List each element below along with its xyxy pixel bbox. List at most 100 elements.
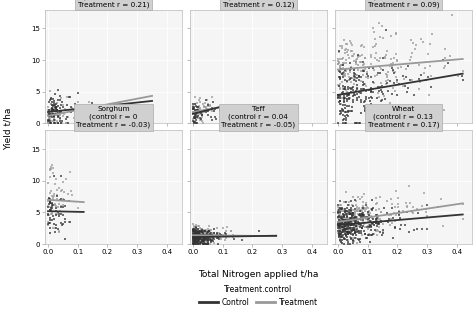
Point [373,227,381,232]
Point [370,65,377,70]
Point [370,29,378,35]
Point [54,113,62,118]
Point [342,189,349,194]
Point [363,203,370,208]
Point [192,225,200,230]
Point [203,231,211,236]
Point [205,224,212,229]
Point [376,216,384,221]
Point [195,235,202,240]
Point [369,216,377,221]
Point [343,67,350,72]
Point [47,208,55,213]
Point [344,96,351,101]
Point [193,108,201,113]
Point [347,209,355,214]
Point [196,240,204,245]
Point [189,238,197,243]
Point [196,239,203,244]
Point [227,229,235,234]
Point [353,223,360,228]
Point [378,81,385,86]
Point [351,229,358,234]
Point [335,211,342,216]
Point [191,241,198,246]
Point [195,230,202,235]
Point [195,227,202,232]
Point [44,121,52,126]
Point [350,218,358,223]
Point [191,235,198,240]
Point [349,210,356,215]
Point [54,87,62,92]
Point [365,88,373,93]
Point [194,234,202,239]
Point [402,74,410,79]
Point [191,234,198,239]
Point [376,55,383,61]
Point [334,220,342,225]
Point [353,206,361,211]
Point [192,223,200,228]
Point [193,233,201,238]
Point [194,234,202,239]
Point [392,226,399,231]
Point [202,236,210,241]
Point [347,87,355,92]
Point [204,229,212,234]
Point [350,211,357,217]
Point [342,200,349,205]
Point [191,234,198,239]
Point [63,94,71,100]
Point [360,212,367,217]
Point [207,104,214,109]
Point [191,233,199,238]
Point [406,201,414,206]
Point [377,87,384,93]
Point [67,105,74,110]
Point [191,232,199,237]
Point [336,223,344,228]
Point [354,220,362,225]
Point [54,109,61,114]
Point [192,234,200,239]
Point [338,213,346,218]
Point [409,204,417,209]
Point [45,118,52,123]
Point [357,68,365,73]
Point [191,106,198,111]
Point [335,93,342,98]
Point [336,64,344,69]
Point [335,223,343,229]
Point [46,116,54,121]
Point [341,113,349,119]
Point [343,79,351,84]
Point [98,104,105,109]
Point [337,86,344,91]
Point [194,107,202,112]
Point [348,104,356,109]
Point [341,210,348,216]
Point [190,228,198,233]
Point [348,220,356,225]
Point [384,219,392,224]
Point [367,214,374,219]
Point [369,220,376,225]
Point [352,218,359,223]
Point [346,69,354,74]
Point [364,215,372,220]
Point [343,221,351,226]
Point [45,181,52,186]
Point [207,242,214,247]
Point [335,229,342,234]
Point [337,218,344,223]
Point [383,49,391,54]
Point [351,75,359,80]
Point [47,121,55,126]
Point [344,48,352,53]
Point [191,231,199,236]
Point [46,88,54,94]
Point [355,223,362,228]
Point [364,110,371,115]
Point [341,227,349,232]
